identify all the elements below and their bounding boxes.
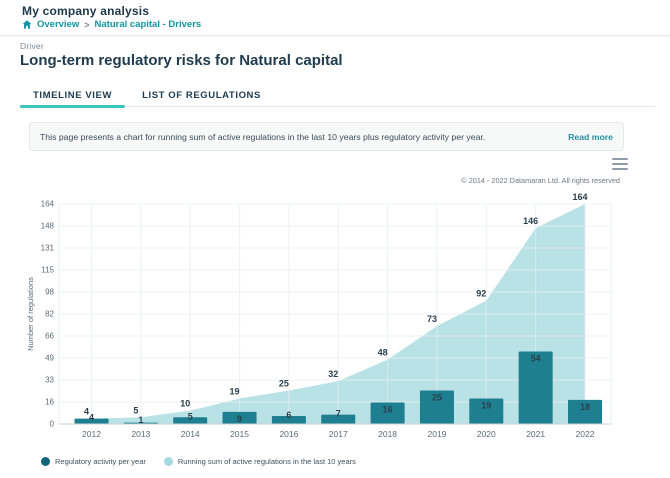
legend-dot-icon [163,457,173,466]
tab-bar: TIMELINE VIEW LIST OF REGULATIONS [20,86,655,108]
svg-text:5: 5 [133,405,138,415]
svg-text:2012: 2012 [82,429,101,439]
svg-text:0: 0 [50,420,55,429]
svg-text:98: 98 [45,288,54,297]
bar-2015[interactable] [222,411,257,424]
read-more-link[interactable]: Read more [568,131,613,142]
svg-text:2017: 2017 [329,429,348,439]
breadcrumb-link-overview[interactable]: Overview [37,19,80,30]
svg-text:32: 32 [328,369,338,379]
svg-text:54: 54 [531,354,541,364]
tab-timeline-view[interactable]: TIMELINE VIEW [20,86,126,108]
svg-text:131: 131 [41,244,55,253]
svg-text:19: 19 [230,387,240,397]
bar-2020[interactable] [469,398,504,424]
bar-2022[interactable] [568,399,602,424]
svg-text:92: 92 [476,289,486,299]
svg-text:19: 19 [481,401,491,411]
svg-text:49: 49 [45,354,54,363]
bar-2017[interactable] [321,414,356,424]
svg-text:2018: 2018 [378,429,397,439]
svg-text:1: 1 [138,415,143,425]
svg-text:2019: 2019 [427,429,446,439]
y-axis-title: Number of regulations [26,277,35,351]
svg-text:33: 33 [45,376,54,385]
svg-text:2016: 2016 [279,429,298,439]
svg-text:2022: 2022 [576,429,595,439]
svg-text:146: 146 [523,216,538,226]
info-banner: This page presents a chart for running s… [29,122,624,151]
chart-copyright: © 2014 - 2022 Datamaran Ltd. All rights … [461,176,620,185]
y-axis: 0 16 33 49 66 82 98 115 131 148 164 Number of regul… [26,200,55,429]
svg-text:2013: 2013 [131,429,150,439]
legend-item-bar[interactable]: Regulatory activity per year [41,457,146,466]
bar-2018[interactable] [370,402,405,424]
app-header: My company analysis Overview > Natural c… [0,0,670,36]
svg-text:9: 9 [237,414,242,424]
svg-text:4: 4 [89,413,94,423]
svg-text:164: 164 [41,200,55,209]
bar-2014[interactable] [173,417,208,424]
svg-text:82: 82 [45,310,54,319]
svg-text:16: 16 [45,398,54,407]
breadcrumb: Overview > Natural capital - Drivers [22,19,201,30]
tab-list-of-regulations[interactable]: LIST OF REGULATIONS [142,90,261,101]
svg-text:7: 7 [336,409,341,419]
svg-text:66: 66 [45,332,54,341]
svg-text:5: 5 [188,411,193,421]
svg-text:2015: 2015 [230,429,249,439]
svg-text:164: 164 [572,192,587,202]
svg-text:48: 48 [378,348,388,358]
svg-text:4: 4 [84,407,89,417]
bar-2012[interactable] [74,418,109,424]
legend-label: Regulatory activity per year [55,457,146,466]
chart-menu-hamburger-icon[interactable] [612,157,629,171]
svg-text:18: 18 [580,402,590,412]
svg-text:148: 148 [41,222,55,231]
svg-text:115: 115 [41,266,54,275]
bar-2021[interactable] [518,351,553,424]
svg-text:2021: 2021 [526,429,545,439]
svg-text:6: 6 [286,410,291,420]
svg-text:10: 10 [180,399,190,409]
info-banner-text: This page presents a chart for running s… [40,131,486,142]
svg-text:25: 25 [432,392,442,402]
svg-text:16: 16 [383,405,393,415]
svg-text:2020: 2020 [477,429,496,439]
page-title: Long-term regulatory risks for Natural c… [20,52,343,69]
home-icon[interactable] [22,20,32,29]
chart-legend: Regulatory activity per year Running sum … [41,457,356,466]
gridlines [58,203,612,425]
svg-text:2014: 2014 [181,429,200,439]
svg-text:25: 25 [279,378,289,388]
legend-label: Running sum of active regulations in the… [177,457,356,466]
bar-2019[interactable] [419,390,454,424]
legend-dot-icon [41,457,50,466]
breadcrumb-current[interactable]: Natural capital - Drivers [94,19,202,30]
page-title-regular: Natural capital [239,52,343,69]
breadcrumb-separator-icon: > [84,19,90,30]
bar-series[interactable] [74,351,603,424]
svg-text:73: 73 [427,314,437,324]
app-title: My company analysis [22,4,150,18]
area-series [91,204,585,424]
driver-kicker: Driver [20,41,44,51]
x-axis: 2012 2013 2014 2015 2016 2017 2018 2019 2020 2021… [82,429,595,439]
legend-item-area[interactable]: Running sum of active regulations in the… [163,457,356,466]
page-title-bold: Long-term regulatory risks for [20,52,236,69]
bar-2016[interactable] [271,415,306,424]
